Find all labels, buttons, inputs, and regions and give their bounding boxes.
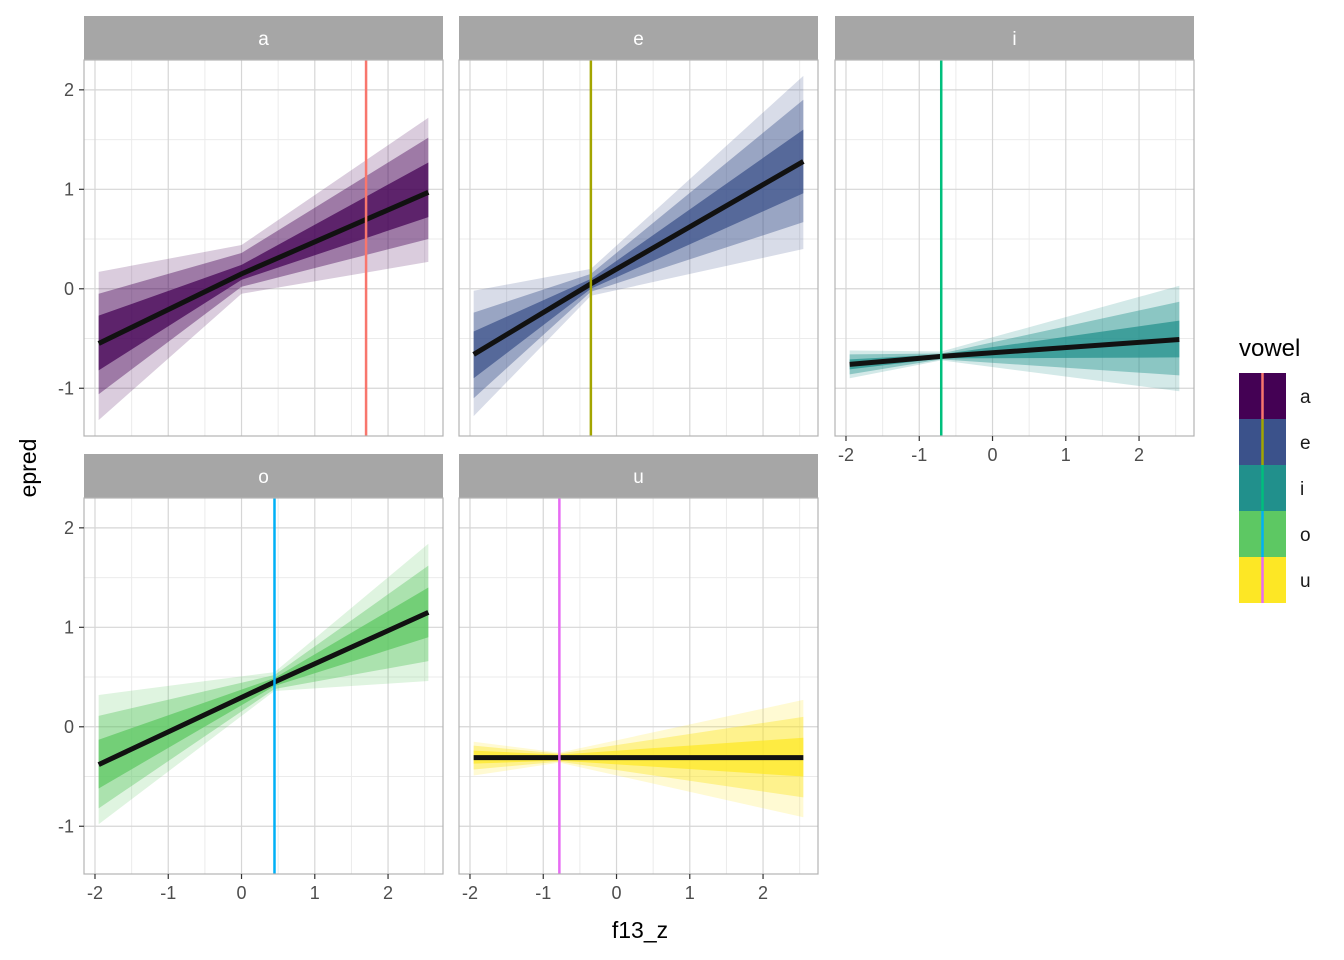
x-tick-label: -1 (911, 445, 927, 465)
x-axis-title: f13_z (612, 917, 668, 943)
x-tick-label: -1 (535, 883, 551, 903)
panel-border (834, 59, 1195, 437)
facet-strip-label: u (633, 467, 644, 488)
legend-item-u: u (1239, 557, 1311, 603)
panel-border (83, 59, 444, 437)
x-tick-label: -2 (462, 883, 478, 903)
x-tick-label: 1 (685, 883, 695, 903)
facet-strip (84, 454, 443, 498)
legend: vowel a e i o u (1239, 335, 1311, 603)
facet-strip (459, 16, 818, 60)
legend-item-o: o (1239, 511, 1311, 557)
panel-border (83, 497, 444, 875)
y-tick-label: 1 (64, 617, 74, 637)
panel-background (835, 60, 1194, 436)
facet-panel-e: e (458, 16, 819, 437)
panel-background (84, 60, 443, 436)
y-tick-label: 2 (64, 518, 74, 538)
legend-keys: a e i o u (1239, 373, 1311, 603)
x-tick-label: -2 (838, 445, 854, 465)
facet-panel-i: i -2 -1 0 1 2 (834, 16, 1195, 465)
legend-label: e (1300, 433, 1311, 454)
legend-label: a (1300, 387, 1311, 408)
panel-background (459, 498, 818, 874)
x-tick-label: 2 (1134, 445, 1144, 465)
facet-strip (459, 454, 818, 498)
legend-item-i: i (1239, 465, 1304, 511)
legend-item-e: e (1239, 419, 1311, 465)
legend-item-a: a (1239, 373, 1311, 419)
y-tick-label: 0 (64, 717, 74, 737)
facet-panel-a: a -1 0 1 2 (58, 16, 444, 437)
y-tick-label: 1 (64, 179, 74, 199)
panel-border (458, 59, 819, 437)
facet-strip-label: i (1012, 29, 1016, 50)
x-tick-label: -1 (160, 883, 176, 903)
x-tick-label: 2 (758, 883, 768, 903)
facet-panel-u: u -2 -1 0 1 2 (458, 454, 819, 903)
facet-strip-label: e (633, 29, 644, 50)
legend-label: o (1300, 525, 1311, 546)
y-tick-label: -1 (58, 816, 74, 836)
legend-title: vowel (1239, 335, 1300, 362)
x-tick-label: 1 (1061, 445, 1071, 465)
y-tick-label: 0 (64, 279, 74, 299)
x-tick-label: 2 (383, 883, 393, 903)
facet-strip (84, 16, 443, 60)
ribbon-95 (849, 285, 1180, 392)
facet-strip (835, 16, 1194, 60)
x-tick-label: 1 (310, 883, 320, 903)
y-tick-label: 2 (64, 80, 74, 100)
panel-border (458, 497, 819, 875)
facet-strip-label: o (258, 467, 269, 488)
y-axis-title: epred (15, 439, 41, 498)
x-tick-label: -2 (87, 883, 103, 903)
x-tick-label: 0 (612, 883, 622, 903)
x-tick-label: 0 (237, 883, 247, 903)
x-tick-label: 0 (988, 445, 998, 465)
facet-panels: a -1 0 1 2 e i -2 -1 0 1 2 o -1 0 1 2 -2 -1 0 1 2 u -2 -1 0 1 2 (58, 16, 1195, 903)
facet-panel-o: o -1 0 1 2 -2 -1 0 1 2 (58, 454, 444, 903)
facet-strip-label: a (258, 29, 269, 50)
y-tick-label: -1 (58, 378, 74, 398)
legend-label: u (1300, 571, 1311, 592)
legend-label: i (1300, 479, 1304, 500)
axis-titles: f13_z epred (15, 439, 668, 943)
